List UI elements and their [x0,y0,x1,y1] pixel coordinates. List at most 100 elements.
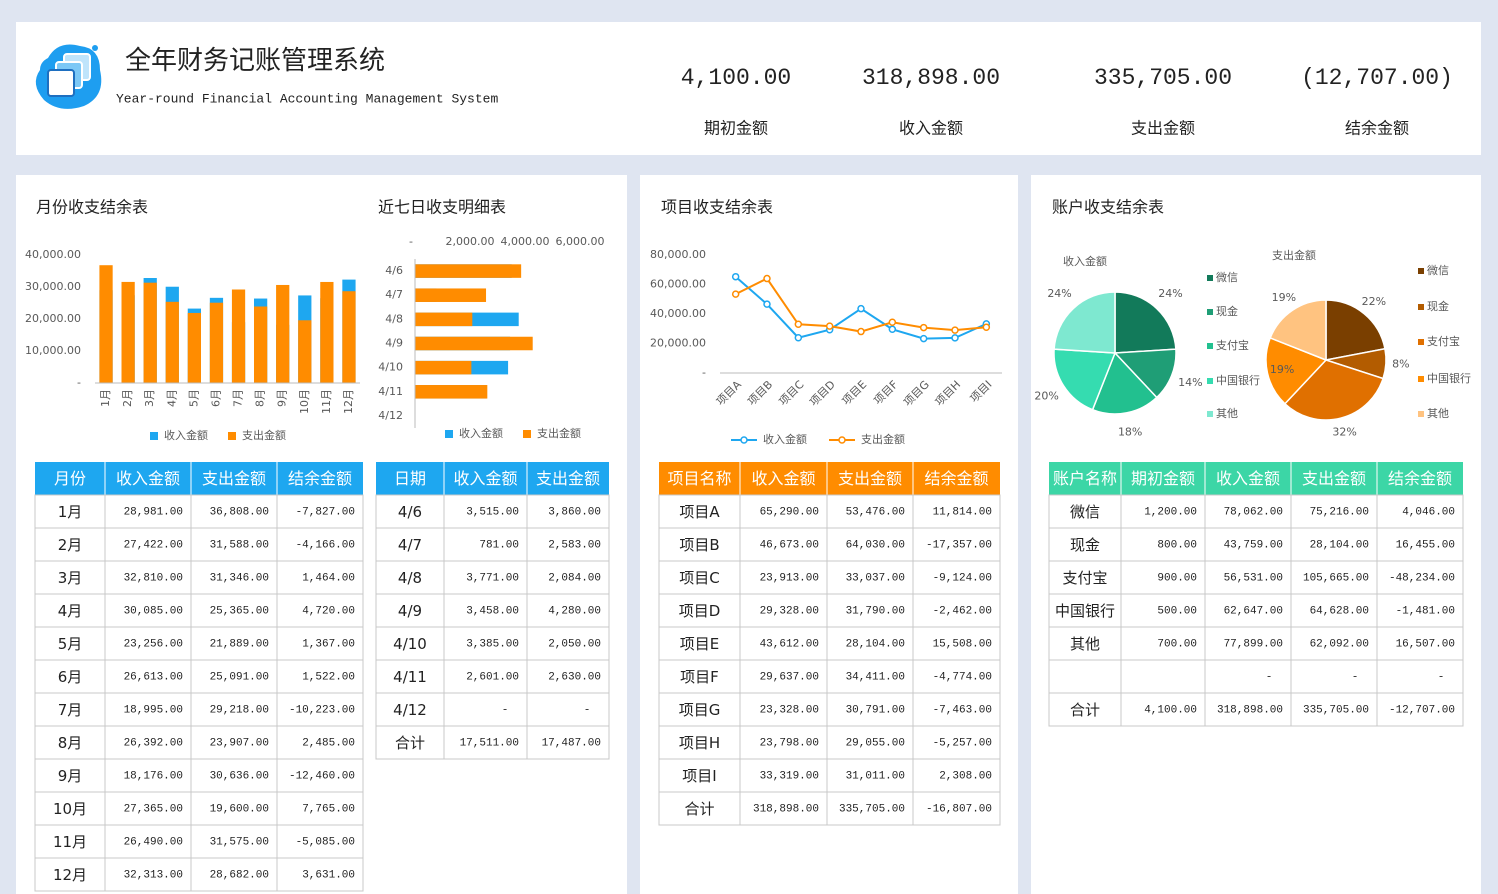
table-cell [1290,560,1378,595]
logo [35,44,102,109]
kpi-value: 318,898.00 [862,65,1000,91]
cell-text: -5,085.00 [296,836,355,848]
table-cell [526,692,610,727]
cell-text: 11月 [53,833,87,851]
cell-text: -4,774.00 [933,671,992,683]
x-tick-label: 8月 [254,389,267,407]
cell-text: -16,807.00 [926,803,992,815]
x-tick-label: 5月 [187,389,200,407]
table-cell [826,758,914,793]
table-cell [1290,494,1378,529]
cell-text: 53,476.00 [846,506,905,518]
header-panel [16,22,1481,155]
table-cell [658,725,741,760]
cell-text: 4,280.00 [548,605,601,617]
table-cell [276,527,364,562]
cell-text: 32,313.00 [124,869,183,881]
table-header [1049,462,1463,495]
y-tick-label: 4/6 [385,264,403,277]
legend-label: 中国银行 [1216,373,1260,387]
cell-text: 23,798.00 [760,737,819,749]
cell-text: 36,808.00 [210,506,269,518]
table-cell [658,791,741,826]
table-cell [104,857,192,892]
table-cell [104,725,192,760]
cell-text: 1,367.00 [302,638,355,650]
table-cell [276,791,364,826]
point [888,318,897,326]
table-cell [658,560,741,595]
pie-slice [1114,291,1177,354]
table-cell [526,560,610,595]
y-tick-label: 4/11 [378,385,403,398]
x-tick-label: 3月 [143,389,156,407]
cell-text: 19,600.00 [210,803,269,815]
chart-title: 支出金额 [1272,248,1316,262]
x-tick-label: 9月 [276,389,289,407]
cell-text: 23,907.00 [210,737,269,749]
table-cell [912,560,1001,595]
table-cell [276,626,364,661]
cell-text: 3,631.00 [302,869,355,881]
cell-text: 8月 [58,734,83,752]
table-cell [34,692,106,727]
cell-text: 30,791.00 [846,704,905,716]
cell-text: 23,328.00 [760,704,819,716]
app-title: 全年财务记账管理系统 [125,46,385,76]
table-cell [190,791,278,826]
header-cell: 结余金额 [1388,469,1452,488]
pie-label: 32% [1332,426,1356,439]
cell-text: -7,463.00 [933,704,992,716]
cell-text: 3月 [58,569,83,587]
cell-text: -2,462.00 [933,605,992,617]
cell-text: 合计 [684,800,714,818]
table-cell [1204,593,1292,628]
table-cell [739,758,828,793]
cell-text: 25,091.00 [210,671,269,683]
cell-text: 29,328.00 [760,605,819,617]
x-tick-label: 4月 [165,389,178,407]
cell-text: 43,612.00 [760,638,819,650]
legend-label: 中国银行 [1427,371,1471,385]
cell-text: 项目D [679,602,721,620]
table-cell [1048,692,1122,727]
x-tick-label: 2月 [121,389,134,407]
table-cell [1376,560,1464,595]
table-cell [912,593,1001,628]
table-cell [739,725,828,760]
x-tick-label: 12月 [342,389,355,414]
table-cell [190,494,278,529]
x-tick-label: 6,000.00 [556,235,605,248]
table-cell [826,692,914,727]
point [982,323,991,332]
header-cell: 支出金额 [1302,469,1366,488]
cell-text: 5月 [58,635,83,653]
cell-text: 2,583.00 [548,539,601,551]
table-cell [912,527,1001,562]
table-cell [104,560,192,595]
y-tick-label: 80,000.00 [650,248,706,261]
bar [415,385,488,399]
legend-swatch [1418,339,1424,345]
table-cell [276,659,364,694]
table-cell [1048,560,1122,595]
table-cell [1290,659,1378,694]
table-cell [1290,692,1378,727]
cell-text: 11,814.00 [933,506,992,518]
legend-label: 现金 [1216,304,1238,318]
bar [320,281,334,383]
bar [187,312,201,383]
cell-text: 2,308.00 [939,770,992,782]
cell-text: -12,460.00 [289,770,355,782]
pie-label: 22% [1362,295,1386,308]
cell-text: 800.00 [1157,539,1197,551]
header-cell: 收入金额 [1216,469,1280,488]
table-cell [1204,560,1292,595]
cell-text: -7,827.00 [296,506,355,518]
header-cell: 月份 [54,469,86,488]
cell-text: 105,665.00 [1303,572,1369,584]
table-cell [276,494,364,529]
y-tick-label: 4/10 [378,361,403,374]
bar [99,265,113,383]
cell-text: 28,104.00 [846,638,905,650]
